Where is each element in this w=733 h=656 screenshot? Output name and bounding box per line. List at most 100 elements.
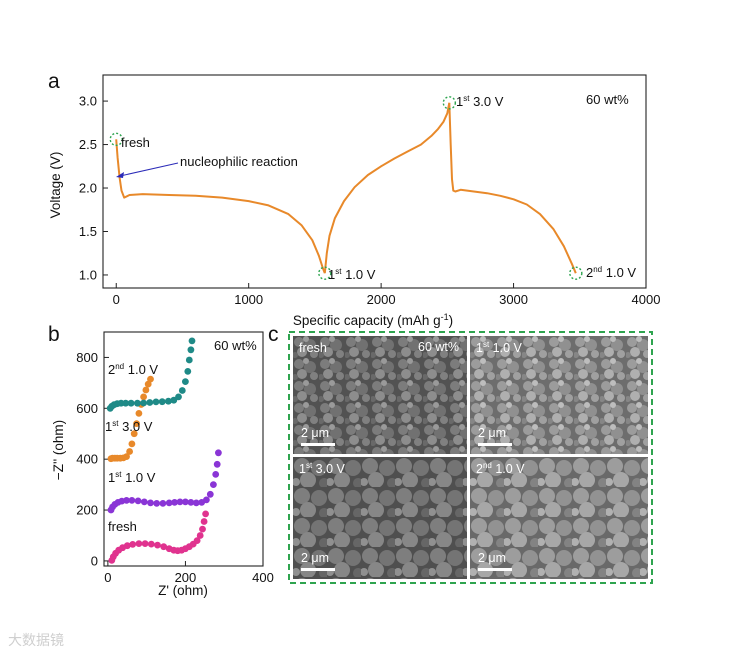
b-point-series-2 xyxy=(135,410,143,417)
b-point-series-2 xyxy=(133,420,141,427)
b-point-series-1 xyxy=(206,490,214,498)
a-marker-circle xyxy=(318,266,332,280)
a-curve-segment-0 xyxy=(115,139,326,274)
annotation-first-3v: 1st 3.0 V xyxy=(456,94,504,109)
a-marker-circle xyxy=(109,132,123,147)
b-point-series-1 xyxy=(123,497,130,504)
b-point-series-2 xyxy=(123,453,130,460)
b-point-series-3 xyxy=(182,378,189,385)
b-point-series-2 xyxy=(147,375,154,383)
b-point-series-3 xyxy=(152,398,160,406)
b-point-series-0 xyxy=(196,532,204,539)
b-point-series-2 xyxy=(128,440,136,448)
b-point-series-1 xyxy=(147,499,154,507)
b-point-series-0 xyxy=(154,541,161,549)
panel-c-letter: c xyxy=(268,323,279,346)
b-point-series-2 xyxy=(126,448,133,455)
b-point-series-2 xyxy=(140,393,148,401)
b-point-series-0 xyxy=(200,518,208,525)
b-ytick-label: 200 xyxy=(76,503,98,518)
b-point-series-3 xyxy=(165,397,172,405)
sem-image-1: fresh 60 wt% 2 μm xyxy=(293,336,467,454)
nucleophilic-arrow-line xyxy=(119,162,179,177)
panel-b-frame xyxy=(103,331,264,567)
b-xtick-label: 0 xyxy=(104,570,111,585)
b-point-series-1 xyxy=(187,499,195,506)
panel-b-xlabel: Z' (ohm) xyxy=(158,583,208,598)
b-point-series-1 xyxy=(128,497,136,504)
a-xtick-label: 1000 xyxy=(234,292,263,307)
a-marker-circle xyxy=(569,266,583,280)
b-point-series-2 xyxy=(130,430,138,438)
panel-a-frame xyxy=(102,74,647,289)
panel-c-border xyxy=(288,331,653,584)
b-point-series-3 xyxy=(127,399,135,407)
b-point-series-0 xyxy=(193,537,201,544)
b-point-series-3 xyxy=(175,393,182,401)
a-ytick-label: 2.0 xyxy=(79,181,97,196)
sem-texture xyxy=(293,336,467,454)
b-point-series-1 xyxy=(212,471,220,478)
b-point-series-1 xyxy=(192,499,200,507)
a-curve-segment-2 xyxy=(448,102,577,274)
b-point-series-0 xyxy=(147,540,155,548)
panel-a-concentration: 60 wt% xyxy=(586,92,629,107)
b-point-series-0 xyxy=(129,541,137,548)
b-point-series-1 xyxy=(203,496,210,504)
panel-a-markers xyxy=(109,96,583,280)
b-point-series-1 xyxy=(153,500,161,507)
b-point-series-3 xyxy=(184,368,192,375)
label-b-fresh: fresh xyxy=(108,519,137,534)
a-ytick-label: 1.5 xyxy=(79,224,97,239)
b-ytick-label: 800 xyxy=(76,350,98,365)
panel-b-letter: b xyxy=(48,323,60,346)
a-ytick-label: 1.0 xyxy=(79,267,97,282)
sem-texture xyxy=(470,457,648,579)
b-point-series-3 xyxy=(178,387,186,394)
b-point-series-0 xyxy=(202,510,210,518)
b-point-series-1 xyxy=(182,498,189,506)
b-point-series-3 xyxy=(187,346,195,354)
b-point-series-1 xyxy=(171,499,179,506)
label-b-second-1v: 2nd 1.0 V xyxy=(108,362,158,377)
a-ytick-label: 3.0 xyxy=(79,94,97,109)
b-point-series-1 xyxy=(213,460,221,468)
panel-b-concentration: 60 wt% xyxy=(214,338,257,353)
a-curve-segment-1 xyxy=(323,102,451,274)
b-ytick-label: 600 xyxy=(76,401,98,416)
annotation-second-1v: 2nd 1.0 V xyxy=(586,265,636,280)
b-xtick-label: 400 xyxy=(252,570,274,585)
sem-label-4: 2nd 1.0 V xyxy=(476,461,525,477)
sem-texture xyxy=(470,336,648,454)
sem-scale-bar xyxy=(478,443,512,446)
sem-scale-label: 2 μm xyxy=(301,426,330,440)
panel-b-points xyxy=(106,337,222,564)
sem-label-1: fresh xyxy=(299,341,327,356)
a-xtick-label: 3000 xyxy=(499,292,528,307)
annotation-first-1v: 1st 1.0 V xyxy=(328,267,376,282)
b-point-series-0 xyxy=(199,525,206,533)
sem-scale-label: 2 μm xyxy=(478,551,507,565)
panel-a-ylabel: Voltage (V) xyxy=(48,152,63,219)
b-point-series-0 xyxy=(141,540,149,547)
b-point-series-3 xyxy=(146,399,154,406)
a-xtick-label: 4000 xyxy=(632,292,661,307)
b-point-series-1 xyxy=(140,498,148,506)
label-b-first-3v: 1st 3.0 V xyxy=(105,419,153,434)
panel-a-ticks: 0 1000 2000 3000 4000 1.0 1.5 2.0 2.5 3.0 xyxy=(79,94,661,307)
panel-a-xlabel: Specific capacity (mAh g-1) xyxy=(293,312,453,328)
sem-scale-bar xyxy=(301,568,335,571)
sem-scale-label: 2 μm xyxy=(478,426,507,440)
annotation-nucleophilic: nucleophilic reaction xyxy=(180,154,298,169)
sem-scale-bar xyxy=(301,443,335,446)
b-point-series-1 xyxy=(215,449,222,457)
b-point-series-3 xyxy=(140,399,148,407)
panel-a-curve xyxy=(115,102,577,274)
sem-scale-label: 2 μm xyxy=(301,551,330,565)
b-ytick-label: 400 xyxy=(76,452,98,467)
a-marker-circle xyxy=(442,96,457,110)
sem-image-3: 1st 3.0 V 2 μm xyxy=(293,457,467,579)
a-xtick-label: 2000 xyxy=(367,292,396,307)
nucleophilic-arrow-head xyxy=(116,172,124,178)
b-point-series-3 xyxy=(188,337,196,345)
